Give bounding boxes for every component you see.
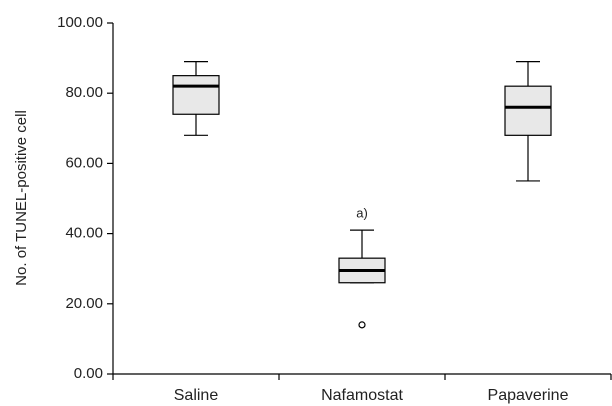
box bbox=[504, 85, 552, 136]
y-tick-label: 40.00 bbox=[65, 225, 103, 242]
annotation: a) bbox=[356, 206, 368, 221]
y-axis-label: No. of TUNEL-positive cell bbox=[13, 110, 30, 286]
y-tick-label: 100.00 bbox=[57, 14, 103, 31]
box bbox=[172, 75, 220, 115]
y-tick-label: 60.00 bbox=[65, 154, 103, 171]
x-tick-label: Papaverine bbox=[488, 387, 569, 404]
x-tick-label: Nafamostat bbox=[321, 387, 403, 404]
x-tick-label: Saline bbox=[174, 387, 219, 404]
y-tick-label: 80.00 bbox=[65, 84, 103, 101]
y-tick-label: 0.00 bbox=[74, 365, 103, 382]
outlier bbox=[358, 321, 366, 329]
y-tick-label: 20.00 bbox=[65, 295, 103, 312]
